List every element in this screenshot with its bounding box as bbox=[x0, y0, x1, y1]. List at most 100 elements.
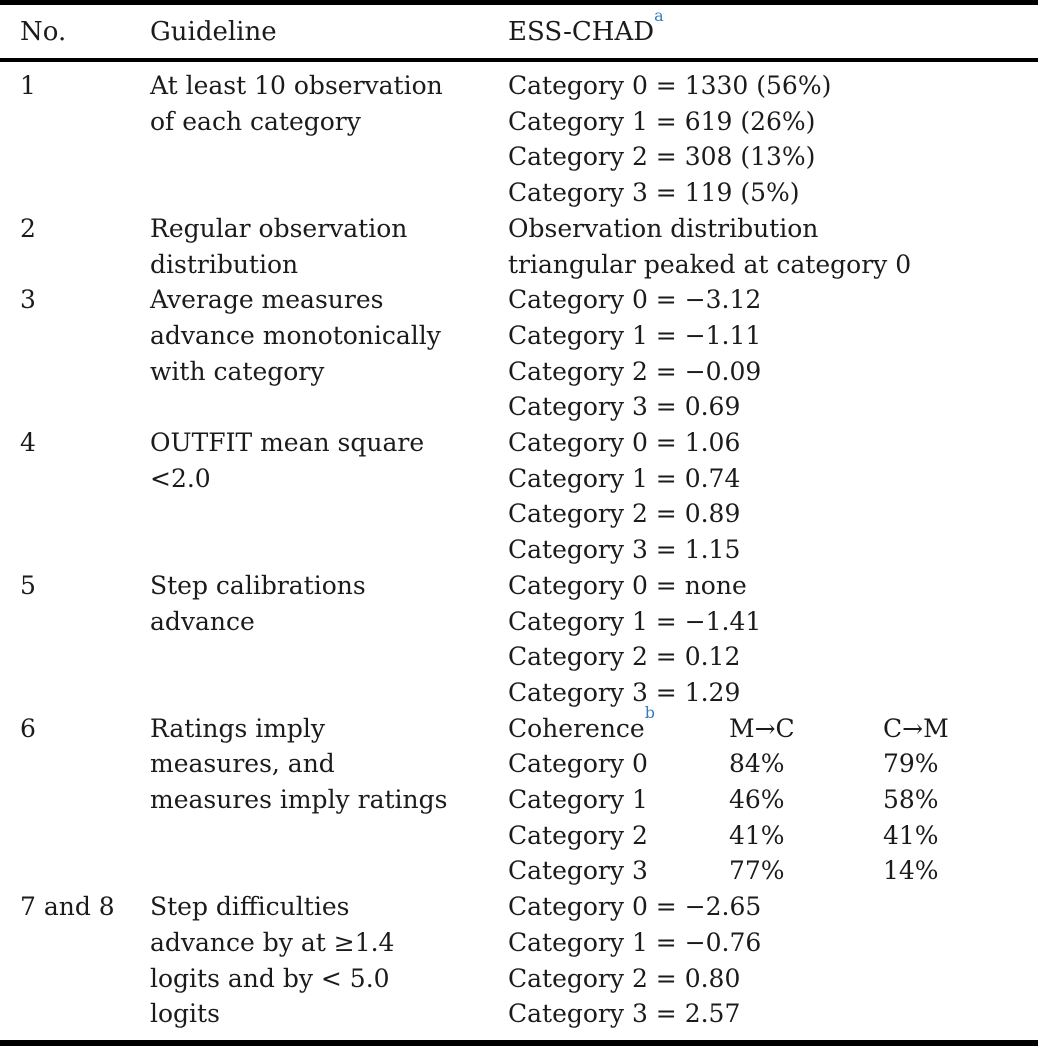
header-guideline-label: Guideline bbox=[150, 17, 277, 47]
guideline-text-line: measures imply ratings bbox=[150, 785, 448, 815]
value-text-line: Category 3 = 2.57 bbox=[508, 999, 741, 1029]
cell-ess-chad: Coherenceb M→C C→M Category 0 84% 79% Category… bbox=[508, 705, 1038, 890]
header-guideline: Guideline bbox=[150, 17, 508, 47]
cell-no: 4 bbox=[0, 425, 150, 568]
value-text-line: Category 2 = 0.89 bbox=[508, 499, 741, 529]
guideline-text-line: of each category bbox=[150, 106, 361, 136]
guideline-text-line: At least 10 observation bbox=[150, 71, 443, 100]
coherence-mc-value: 46% bbox=[729, 785, 785, 815]
row-number: 1 bbox=[20, 71, 36, 100]
row-number: 5 bbox=[20, 570, 36, 600]
cell-guideline: OUTFIT mean square <2.0 bbox=[150, 425, 508, 568]
guideline-text-line: measures, and bbox=[150, 749, 335, 779]
guideline-text-line: logits bbox=[150, 999, 220, 1029]
guideline-text-line: advance monotonically bbox=[150, 320, 441, 350]
guideline-text-line: logits and by < 5.0 bbox=[150, 963, 390, 993]
table-row: 4 OUTFIT mean square <2.0 Category 0 = 1.06… bbox=[0, 425, 1038, 568]
header-ess-chad-label: ESS-CHAD bbox=[508, 17, 655, 47]
cell-guideline: Ratings imply measures, and measures imply… bbox=[150, 711, 508, 890]
value-text-line: Category 3 = 1.29 bbox=[508, 677, 741, 707]
table-row: 5 Step calibrations advance Category 0 = no… bbox=[0, 568, 1038, 711]
cell-guideline: Step difficulties advance by at ≥1.4 logit… bbox=[150, 889, 508, 1032]
value-text-line: Category 2 = 0.80 bbox=[508, 963, 741, 993]
value-text-line: triangular peaked at category 0 bbox=[508, 249, 912, 279]
guideline-text-line: Ratings imply bbox=[150, 713, 326, 743]
guideline-text-line: Step calibrations bbox=[150, 570, 366, 600]
value-text-line: Category 3 = 119 (5%) bbox=[508, 178, 800, 208]
cell-guideline: Regular observation distribution bbox=[150, 211, 508, 282]
coherence-cm-value: 79% bbox=[883, 749, 939, 779]
coherence-category-label: Category 2 bbox=[508, 820, 648, 850]
value-text-line: Category 0 = −2.65 bbox=[508, 892, 762, 922]
table-row: 3 Average measures advance monotonically wi… bbox=[0, 282, 1038, 425]
value-text-line: Category 0 = 1330 (56%) bbox=[508, 71, 832, 100]
coherence-cm-value: 58% bbox=[883, 785, 939, 815]
value-text-line: Category 1 = 619 (26%) bbox=[508, 106, 816, 136]
row-number: 2 bbox=[20, 213, 36, 243]
cell-no: 7 and 8 bbox=[0, 889, 150, 1032]
coherence-mc-value: 41% bbox=[729, 820, 785, 850]
cell-guideline: Average measures advance monotonically wit… bbox=[150, 282, 508, 425]
table-header-row: No. Guideline ESS-CHADa bbox=[0, 5, 1038, 62]
coherence-cm-value: 14% bbox=[883, 856, 939, 886]
value-text-line: Category 1 = 0.74 bbox=[508, 463, 741, 493]
coherence-cm-value: 41% bbox=[883, 820, 939, 850]
guideline-text-line: OUTFIT mean square bbox=[150, 428, 425, 458]
coherence-mc-value: 84% bbox=[729, 749, 785, 779]
table-body: 1 At least 10 observation of each category… bbox=[0, 62, 1038, 1040]
cell-no: 2 bbox=[0, 211, 150, 282]
coherence-col-categories-to-measures: C→M bbox=[883, 713, 949, 743]
coherence-category-label: Category 0 bbox=[508, 749, 648, 779]
value-text-line: Category 1 = −0.76 bbox=[508, 927, 762, 957]
row-number: 3 bbox=[20, 285, 36, 315]
cell-ess-chad: Category 0 = none Category 1 = −1.41 Categ… bbox=[508, 568, 1038, 711]
table-row: 2 Regular observation distribution Observat… bbox=[0, 211, 1038, 282]
value-text-line: Category 0 = −3.12 bbox=[508, 285, 762, 315]
cell-no: 3 bbox=[0, 282, 150, 425]
cell-guideline: Step calibrations advance bbox=[150, 568, 508, 711]
cell-ess-chad: Category 0 = 1.06 Category 1 = 0.74 Catego… bbox=[508, 425, 1038, 568]
coherence-header-row: Coherenceb M→C C→M bbox=[508, 705, 1038, 747]
value-text-line: Category 2 = 0.12 bbox=[508, 642, 741, 672]
value-text-line: Observation distribution bbox=[508, 213, 819, 243]
guideline-text-line: Average measures bbox=[150, 285, 384, 315]
value-text-line: Category 0 = 1.06 bbox=[508, 428, 741, 458]
cell-ess-chad: Category 0 = 1330 (56%) Category 1 = 619 … bbox=[508, 68, 1038, 211]
coherence-col-measures-to-categories: M→C bbox=[729, 713, 795, 743]
cell-no: 5 bbox=[0, 568, 150, 711]
header-ess-chad: ESS-CHADa bbox=[508, 8, 1038, 47]
coherence-category-label: Category 1 bbox=[508, 785, 648, 815]
value-text-line: Category 3 = 0.69 bbox=[508, 392, 741, 422]
coherence-category-label: Category 3 bbox=[508, 856, 648, 886]
coherence-data-row: Category 3 77% 14% bbox=[508, 853, 1038, 889]
guideline-text-line: distribution bbox=[150, 249, 299, 279]
guideline-text-line: advance by at ≥1.4 bbox=[150, 927, 395, 957]
value-text-line: Category 2 = −0.09 bbox=[508, 356, 762, 386]
cell-no: 1 bbox=[0, 68, 150, 211]
row-number: 4 bbox=[20, 428, 36, 458]
cell-ess-chad: Category 0 = −3.12 Category 1 = −1.11 Cate… bbox=[508, 282, 1038, 425]
guideline-text-line: Regular observation bbox=[150, 213, 408, 243]
guideline-text-line: Step difficulties bbox=[150, 892, 350, 922]
value-text-line: Category 2 = 308 (13%) bbox=[508, 142, 816, 172]
header-no-label: No. bbox=[20, 17, 67, 47]
value-text-line: Category 1 = −1.11 bbox=[508, 320, 762, 350]
value-text-line: Category 0 = none bbox=[508, 570, 747, 600]
table-row: 7 and 8 Step difficulties advance by at ≥1… bbox=[0, 889, 1038, 1032]
footnote-a-marker: a bbox=[654, 6, 664, 26]
cell-no: 6 bbox=[0, 711, 150, 890]
coherence-data-row: Category 2 41% 41% bbox=[508, 818, 1038, 854]
coherence-mc-value: 77% bbox=[729, 856, 785, 886]
footnote-b-marker: b bbox=[644, 703, 655, 723]
coherence-data-row: Category 0 84% 79% bbox=[508, 746, 1038, 782]
row-number: 7 and 8 bbox=[20, 892, 115, 922]
table-row: 1 At least 10 observation of each category… bbox=[0, 68, 1038, 211]
coherence-data-row: Category 1 46% 58% bbox=[508, 782, 1038, 818]
header-no: No. bbox=[0, 17, 150, 47]
cell-ess-chad: Category 0 = −2.65 Category 1 = −0.76 Cate… bbox=[508, 889, 1038, 1032]
cell-guideline: At least 10 observation of each category bbox=[150, 68, 508, 211]
row-number: 6 bbox=[20, 713, 36, 743]
guideline-text-line: with category bbox=[150, 356, 325, 386]
value-text-line: Category 1 = −1.41 bbox=[508, 606, 762, 636]
